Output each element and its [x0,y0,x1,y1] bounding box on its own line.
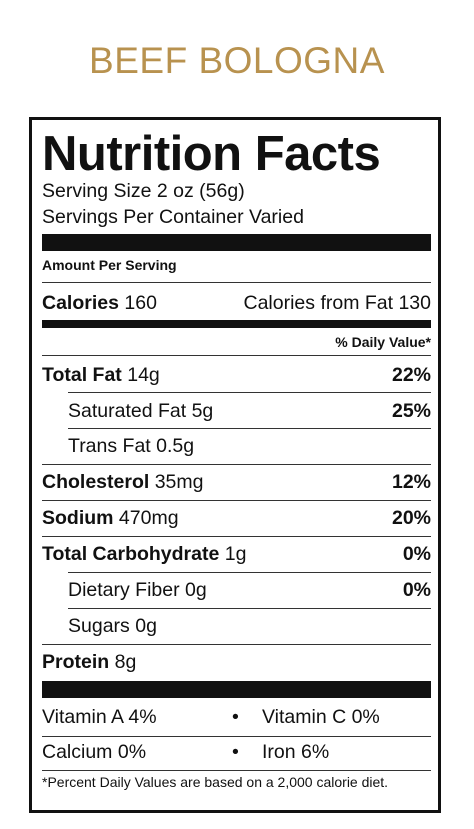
nutrient-dv: 25% [391,400,431,422]
nutrient-dv: 20% [391,507,431,529]
nutrient-row-dietary-fiber: Dietary Fiber 0g 0% [68,579,431,602]
iron: Iron 6% [262,741,330,763]
nutrient-amount: 8g [114,651,137,673]
vitamin-c: Vitamin C 0% [262,706,380,728]
nutrient-label: Dietary Fiber [68,579,180,601]
divider [42,355,431,356]
calories-row: Calories 160 Calories from Fat 130 [42,292,431,315]
nutrient-amount: 5g [191,400,214,422]
nutrient-row-sodium: Sodium 470mg 20% [42,507,431,530]
divider [68,428,431,429]
divider [42,282,431,283]
nutrient-label: Saturated Fat [68,400,187,422]
thick-divider [42,234,431,251]
nutrient-row-saturated-fat: Saturated Fat 5g 25% [68,400,431,423]
vitamin-a: Vitamin A 4% [42,706,157,728]
divider [42,500,431,501]
divider [68,572,431,573]
nutrition-facts-label: Nutrition Facts Serving Size 2 oz (56g) … [29,117,441,813]
divider [42,770,431,771]
divider [42,736,431,737]
nutrient-label: Total Fat [42,364,122,386]
label-title: Nutrition Facts [42,127,381,181]
footnote: *Percent Daily Values are based on a 2,0… [42,774,389,790]
divider [68,392,431,393]
calories-value: 160 [124,292,157,314]
nutrient-label: Sodium [42,507,114,529]
nutrient-amount: 470mg [118,507,179,529]
nutrient-label: Cholesterol [42,471,150,493]
nutrient-dv: 0% [402,579,431,601]
bullet: • [232,741,239,763]
medium-divider [42,320,431,328]
nutrient-amount: 35mg [154,471,204,493]
product-title: BEEF BOLOGNA [89,40,385,81]
serving-size: Serving Size 2 oz (56g) [42,180,245,202]
calories-from-fat: Calories from Fat 130 [243,292,432,314]
calcium: Calcium 0% [42,741,147,763]
thick-divider [42,681,431,698]
divider [42,644,431,645]
amount-per-serving: Amount Per Serving [42,257,177,273]
nutrient-amount: 0g [135,615,157,637]
nutrient-row-total-carbohydrate: Total Carbohydrate 1g 0% [42,543,431,566]
nutrient-label: Total Carbohydrate [42,543,220,565]
nutrient-dv: 12% [391,471,431,493]
nutrient-label: Protein [42,651,110,673]
servings-per-container: Servings Per Container Varied [42,206,304,228]
divider [42,464,431,465]
nutrient-dv: 0% [402,543,431,565]
calories-label: Calories [42,292,119,314]
nutrient-amount: 14g [127,364,160,386]
nutrient-amount: 0.5g [156,435,195,457]
nutrient-label: Sugars [68,615,130,637]
bullet: • [232,706,239,728]
divider [68,608,431,609]
nutrient-row-trans-fat: Trans Fat 0.5g [68,435,431,458]
nutrient-amount: 1g [224,543,247,565]
nutrient-amount: 0g [185,579,207,601]
nutrient-row-protein: Protein 8g [42,651,431,674]
nutrient-row-total-fat: Total Fat 14g 22% [42,364,431,387]
nutrient-row-cholesterol: Cholesterol 35mg 12% [42,471,431,494]
divider [42,536,431,537]
nutrient-dv: 22% [391,364,431,386]
nutrient-label: Trans Fat [68,435,151,457]
nutrient-row-sugars: Sugars 0g [68,615,431,638]
daily-value-header: % Daily Value* [335,334,431,350]
